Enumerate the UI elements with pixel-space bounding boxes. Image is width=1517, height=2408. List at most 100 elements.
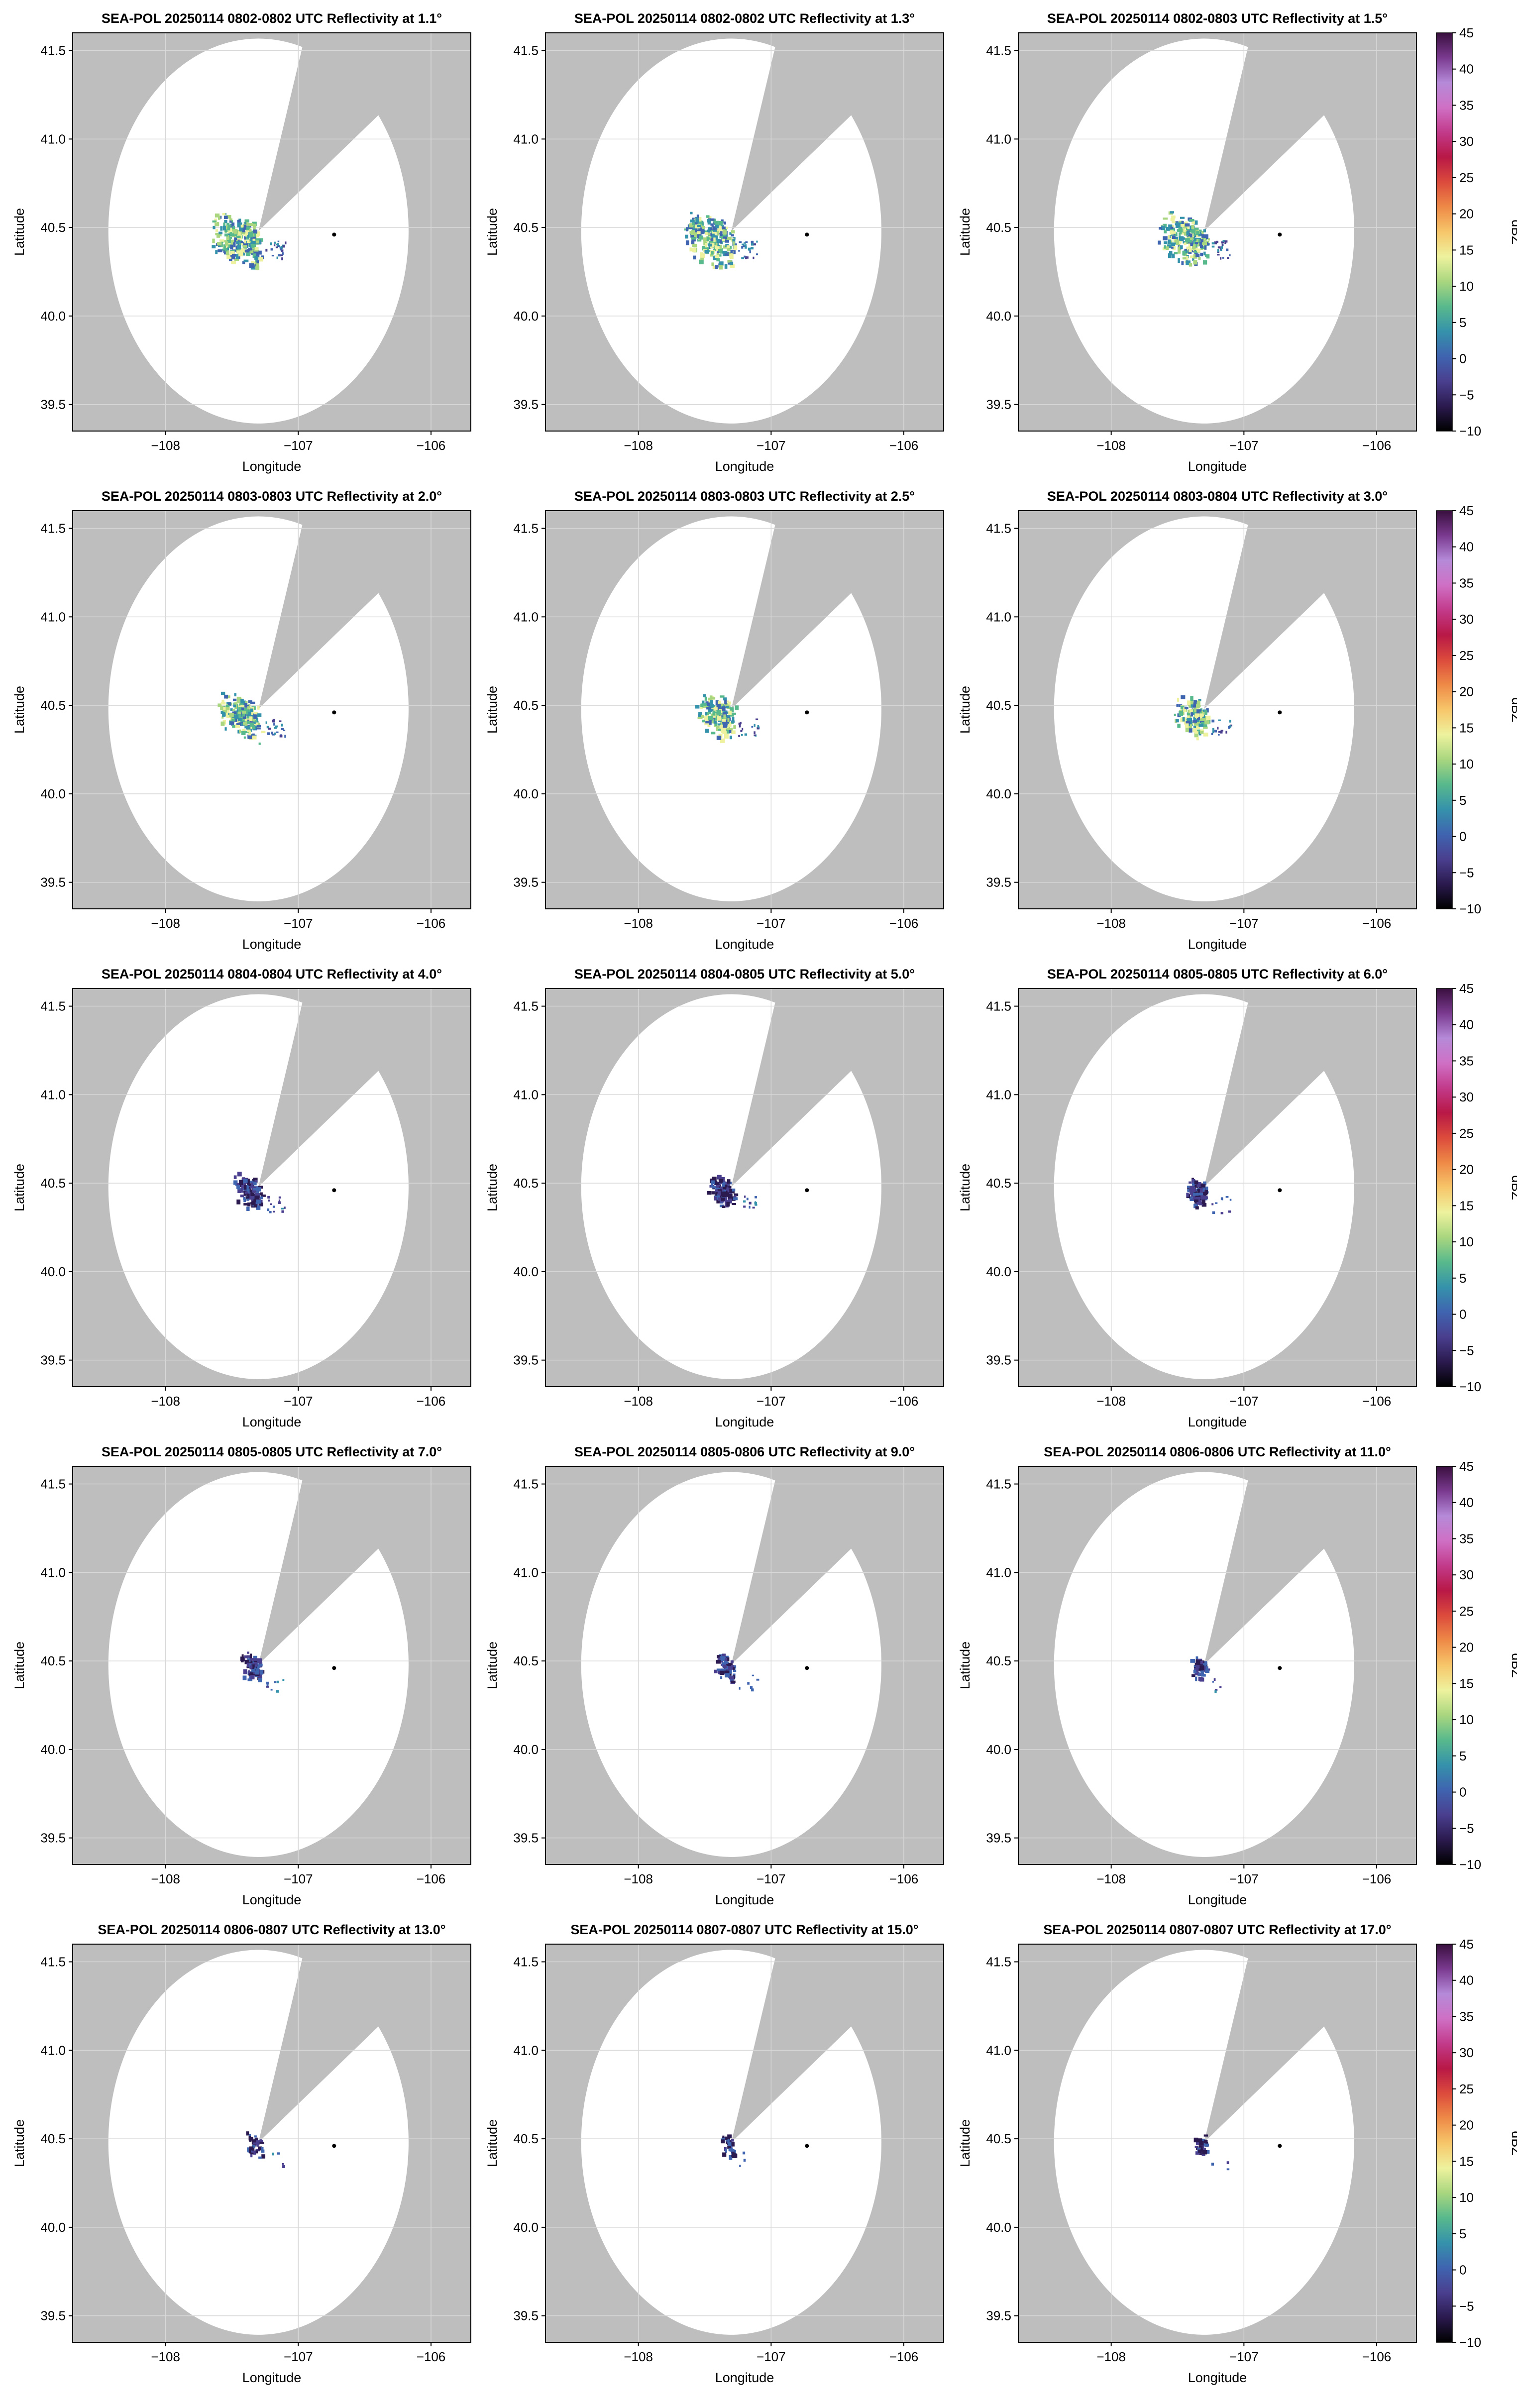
echo-cell	[707, 232, 711, 236]
echo-cell	[713, 219, 716, 224]
echo-cell	[257, 1658, 262, 1663]
echo-cell	[708, 716, 713, 721]
echo-cell	[1184, 233, 1188, 236]
echo-cell	[722, 2152, 727, 2157]
colorbar-tick-label: 25	[1459, 648, 1474, 663]
colorbar-tick-label: 10	[1459, 1234, 1474, 1249]
colorbar-tick-label: −10	[1459, 424, 1481, 438]
echo-cell	[251, 238, 255, 241]
echo-cell	[1199, 2141, 1204, 2146]
echo-cell	[244, 703, 247, 707]
echo-cell	[281, 1207, 284, 1210]
echo-cell	[720, 695, 725, 698]
echo-cell	[699, 259, 704, 265]
echo-cell	[272, 2152, 274, 2156]
echo-cell	[719, 235, 723, 238]
echo-cell	[1200, 1201, 1203, 1205]
echo-cell	[1189, 219, 1194, 221]
echo-cell	[722, 1664, 727, 1668]
echo-cell	[251, 252, 255, 255]
echo-cell	[725, 1186, 729, 1192]
echo-cell	[733, 1669, 737, 1672]
plot-frame	[545, 988, 944, 1387]
echo-cell	[1186, 231, 1190, 235]
colorbar-ramp	[1436, 32, 1453, 432]
echo-cell	[245, 232, 248, 237]
echo-cell	[1189, 728, 1192, 733]
echo-cell	[706, 713, 709, 718]
echo-cell	[248, 2136, 251, 2140]
panel-title: SEA-POL 20250114 0804-0804 UTC Reflectiv…	[102, 967, 442, 982]
y-tick-label: 41.5	[40, 43, 66, 58]
echo-cell	[690, 212, 693, 215]
echo-cell	[255, 247, 258, 250]
echo-cell	[274, 1681, 277, 1683]
y-tick-label: 39.5	[513, 397, 539, 412]
echo-cell	[229, 233, 234, 236]
plot-frame	[1018, 1944, 1417, 2343]
echo-cell	[1192, 1183, 1195, 1186]
echo-cell	[725, 1193, 730, 1197]
echo-cell	[729, 232, 732, 235]
echo-cell	[711, 251, 714, 255]
panel-title: SEA-POL 20250114 0806-0806 UTC Reflectiv…	[1044, 1444, 1391, 1459]
echo-cell	[1179, 230, 1182, 234]
colorbar-tick-label: 20	[1459, 1162, 1474, 1177]
echo-cell	[1204, 720, 1209, 725]
x-tick-label: −108	[151, 438, 180, 453]
echo-cell	[1201, 2148, 1206, 2153]
site-marker	[332, 710, 336, 715]
y-tick-label: 41.0	[513, 131, 539, 146]
echo-cell	[1218, 719, 1221, 721]
echo-cell	[717, 1657, 721, 1661]
echo-cell	[1195, 721, 1199, 725]
echo-cell	[220, 706, 225, 711]
colorbar-tick-label: 30	[1459, 2045, 1474, 2060]
echo-cell	[1180, 245, 1183, 249]
echo-cell	[693, 255, 696, 260]
echo-cell	[1211, 733, 1213, 735]
echo-cell	[721, 719, 726, 722]
echo-cell	[715, 1189, 718, 1192]
echo-cell	[1196, 248, 1200, 253]
echo-cell	[721, 2139, 725, 2144]
x-tick-label: −108	[624, 1871, 653, 1886]
echo-cell	[1179, 220, 1183, 224]
echo-cell	[750, 1686, 753, 1689]
echo-cell	[718, 700, 721, 705]
echo-cell	[716, 246, 720, 251]
echo-cell	[1229, 720, 1231, 723]
echo-cell	[282, 245, 285, 248]
echo-cell	[1205, 235, 1208, 239]
echo-cell	[755, 1204, 758, 1206]
echo-cell	[232, 229, 237, 234]
colorbar-label: dBZ	[1509, 219, 1517, 244]
y-tick-label: 40.5	[513, 1176, 539, 1191]
echo-cell	[702, 700, 705, 703]
echo-cell	[1229, 725, 1231, 728]
echo-cell	[224, 247, 228, 252]
echo-cell	[712, 226, 716, 230]
echo-cell	[711, 1180, 715, 1185]
echo-cell	[702, 719, 705, 723]
echo-cell	[1200, 252, 1203, 256]
echo-cell	[743, 2159, 746, 2162]
echo-cell	[272, 733, 275, 736]
echo-cell	[749, 250, 751, 253]
y-tick-label: 40.5	[40, 698, 66, 713]
echo-cell	[273, 1210, 275, 1213]
radar-panel-15: −108 −107 −106 41.5 41.0 40.5 40.0 39.5 Longitud…	[958, 1922, 1517, 2385]
y-tick-label: 40.5	[513, 1653, 539, 1668]
echo-cell	[1174, 713, 1176, 716]
echo-cell	[275, 725, 278, 728]
colorbar-tick-label: 0	[1459, 1307, 1466, 1322]
echo-cell	[1193, 1669, 1197, 1674]
echo-cell	[215, 250, 218, 254]
x-tick-label: −108	[624, 916, 653, 931]
x-axis-label: Longitude	[1188, 937, 1247, 952]
echo-cell	[1217, 249, 1219, 252]
site-marker	[805, 2144, 809, 2148]
x-tick-label: −106	[417, 2349, 446, 2364]
echo-cell	[1193, 1204, 1198, 1208]
echo-cell	[721, 227, 725, 232]
